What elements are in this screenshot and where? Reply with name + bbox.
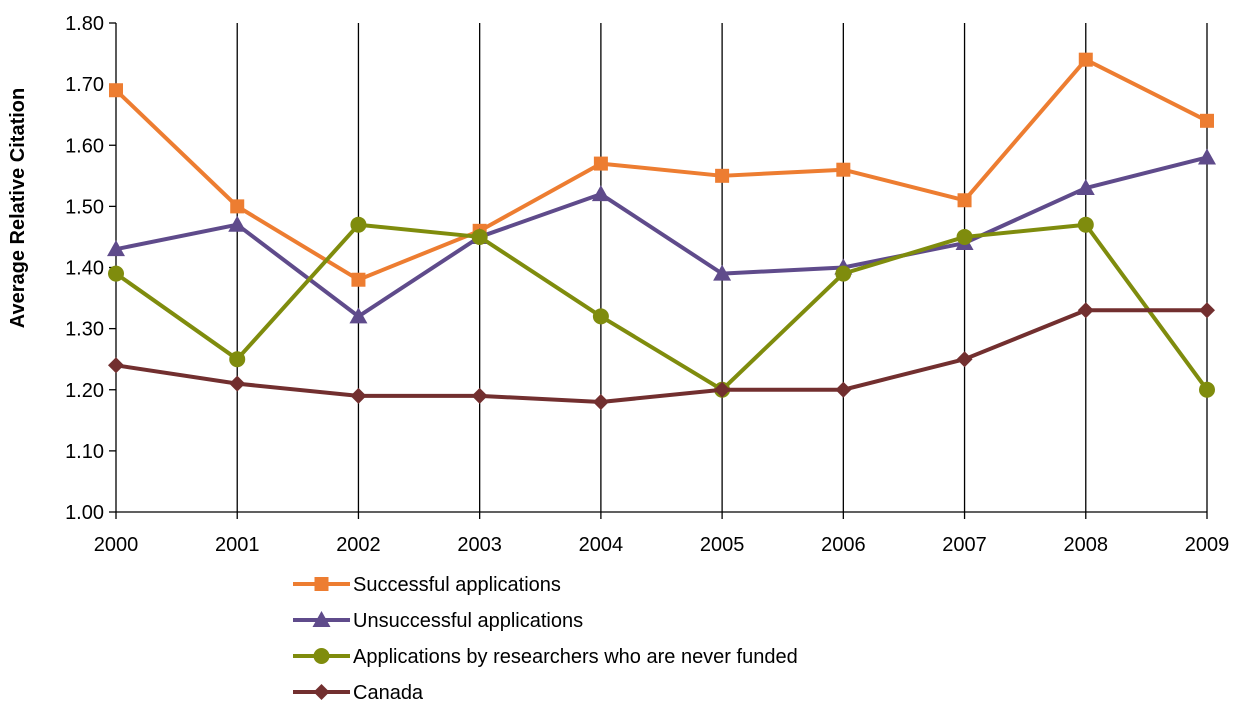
y-axis-title: Average Relative Citation xyxy=(7,88,29,328)
x-tick-label: 2005 xyxy=(700,534,745,556)
data-point xyxy=(350,216,367,233)
x-tick-label: 2006 xyxy=(821,534,866,556)
y-tick-label: 1.80 xyxy=(65,13,104,35)
y-tick-label: 1.70 xyxy=(65,74,104,96)
legend-item: Canada xyxy=(293,682,424,702)
data-point xyxy=(835,265,852,282)
x-tick-label: 2009 xyxy=(1185,534,1230,556)
series-3 xyxy=(108,216,1215,398)
legend-item: Applications by researchers who are neve… xyxy=(293,646,798,668)
legend-marker xyxy=(313,648,330,664)
x-tick-label: 2002 xyxy=(336,534,381,556)
data-point xyxy=(956,228,973,245)
data-point xyxy=(230,199,245,214)
data-point xyxy=(1077,302,1094,319)
data-point xyxy=(836,162,851,177)
legend-label: Applications by researchers who are neve… xyxy=(353,646,798,668)
x-tick-label: 2007 xyxy=(942,534,987,556)
series-line xyxy=(115,155,1208,319)
data-point xyxy=(592,308,609,325)
legend-label: Canada xyxy=(353,682,424,702)
data-point xyxy=(1199,302,1215,319)
y-tick-label: 1.60 xyxy=(65,135,104,157)
data-point xyxy=(713,264,732,281)
legend-marker xyxy=(314,577,329,591)
legend-label: Successful applications xyxy=(353,574,561,596)
series-group xyxy=(107,52,1216,410)
legend-marker xyxy=(312,611,331,627)
data-point xyxy=(1198,148,1216,165)
series-4 xyxy=(108,302,1215,410)
data-point xyxy=(1077,216,1094,233)
data-point xyxy=(1076,179,1095,196)
axes xyxy=(109,22,1208,519)
legend-item: Successful applications xyxy=(293,574,561,596)
data-point xyxy=(471,387,488,404)
y-tick-label: 1.10 xyxy=(65,441,104,463)
series-line xyxy=(114,57,1208,282)
x-tick-label: 2004 xyxy=(579,534,624,556)
legend-label: Unsuccessful applications xyxy=(353,610,583,632)
series-1 xyxy=(109,52,1214,287)
data-point xyxy=(351,272,366,287)
data-point xyxy=(591,185,610,202)
y-tick-label: 1.50 xyxy=(65,196,104,218)
y-tick-label: 1.00 xyxy=(65,502,104,524)
data-point xyxy=(715,168,730,183)
x-tick-label: 2003 xyxy=(457,534,502,556)
data-point xyxy=(592,393,609,410)
data-point xyxy=(957,193,972,208)
data-point xyxy=(593,156,608,171)
y-tick-label: 1.40 xyxy=(65,258,104,280)
x-tick-label: 2000 xyxy=(94,534,139,556)
data-point xyxy=(1200,113,1214,128)
data-point xyxy=(350,387,367,404)
data-point xyxy=(471,228,488,245)
tick-labels: 1.00 1.10 1.20 1.30 1.40 1.50 1.60 1.70 1.80 2000… xyxy=(65,13,1229,556)
data-point xyxy=(956,351,973,368)
legend: Successful applications Unsuccessful appl… xyxy=(293,574,798,702)
x-tick-label: 2001 xyxy=(215,534,260,556)
data-point xyxy=(229,375,246,392)
data-point xyxy=(1199,381,1215,398)
x-tick-label: 2008 xyxy=(1064,534,1109,556)
data-point xyxy=(714,381,731,398)
data-point xyxy=(108,265,124,282)
data-point xyxy=(1078,52,1093,67)
data-point xyxy=(229,351,246,368)
data-point xyxy=(835,381,852,398)
y-tick-label: 1.30 xyxy=(65,319,104,341)
data-point xyxy=(107,240,125,257)
data-point xyxy=(349,307,368,324)
legend-item: Unsuccessful applications xyxy=(293,610,583,632)
legend-marker xyxy=(313,684,330,700)
data-point xyxy=(108,357,124,374)
data-point xyxy=(228,215,247,232)
data-point xyxy=(109,83,123,98)
y-tick-label: 1.20 xyxy=(65,380,104,402)
series-line xyxy=(114,222,1209,392)
series-2 xyxy=(107,148,1216,324)
series-line xyxy=(115,308,1207,404)
